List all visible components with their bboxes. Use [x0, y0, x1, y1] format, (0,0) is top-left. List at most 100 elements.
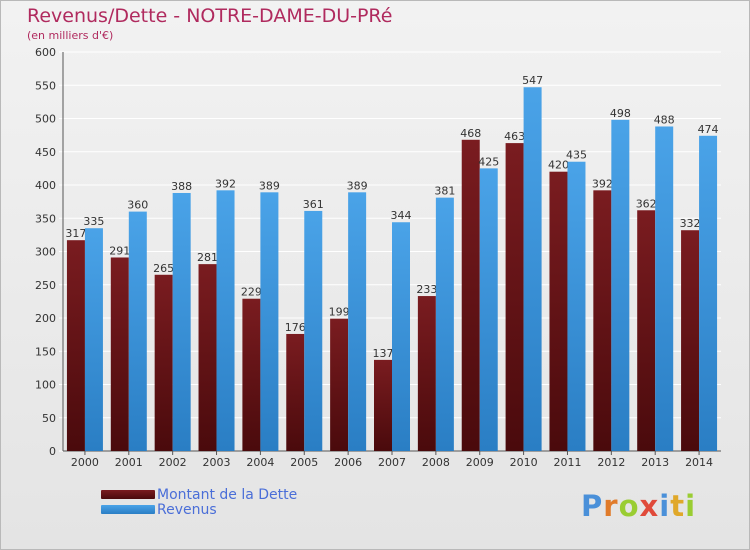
data-label-revenue: 360 — [127, 199, 148, 212]
y-tick-label: 400 — [35, 179, 56, 192]
data-label-debt: 265 — [153, 262, 174, 275]
data-label-debt: 229 — [241, 286, 262, 299]
bar-debt — [637, 210, 656, 451]
bar-debt — [154, 274, 173, 451]
data-label-revenue: 547 — [522, 74, 543, 87]
logo-letter: r — [603, 489, 619, 523]
data-label-debt: 362 — [636, 197, 657, 210]
data-label-revenue: 389 — [347, 179, 368, 192]
y-tick-label: 550 — [35, 79, 56, 92]
x-tick-label: 2005 — [290, 456, 318, 469]
x-tick-label: 2014 — [685, 456, 713, 469]
bar-revenue — [172, 192, 191, 452]
data-label-revenue: 389 — [259, 179, 280, 192]
data-label-revenue: 488 — [654, 113, 675, 126]
x-tick-label: 2001 — [115, 456, 143, 469]
bar-debt — [198, 264, 217, 451]
x-tick-label: 2009 — [466, 456, 494, 469]
bar-debt — [66, 240, 85, 451]
bar-revenue — [523, 87, 542, 452]
bar-debt — [374, 359, 392, 451]
data-label-revenue: 344 — [391, 209, 412, 222]
data-label-debt: 199 — [329, 306, 350, 319]
data-label-revenue: 335 — [83, 215, 104, 228]
bar-debt — [681, 230, 700, 451]
logo-letter: P — [581, 489, 604, 523]
y-tick-label: 150 — [35, 345, 56, 358]
data-label-revenue: 392 — [215, 177, 236, 190]
bar-debt — [593, 190, 612, 451]
logo-letter: o — [618, 489, 640, 523]
bar-debt — [110, 257, 129, 451]
y-tick-label: 250 — [35, 279, 56, 292]
bar-revenue — [260, 192, 279, 451]
bar-debt — [505, 143, 524, 452]
bar-debt — [461, 139, 480, 451]
logo-letter: i — [685, 489, 697, 523]
bar-revenue — [216, 190, 235, 451]
data-label-debt: 137 — [373, 347, 394, 360]
data-label-debt: 291 — [109, 244, 130, 257]
bar-revenue — [611, 119, 630, 451]
bar-revenue — [128, 211, 147, 451]
data-label-debt: 468 — [460, 127, 481, 140]
y-tick-label: 300 — [35, 246, 56, 259]
data-label-revenue: 381 — [434, 185, 455, 198]
bar-revenue — [479, 168, 498, 451]
data-label-debt: 463 — [504, 130, 525, 143]
data-label-revenue: 474 — [698, 123, 719, 136]
proxiti-logo: Proxiti — [581, 489, 696, 523]
data-label-debt: 281 — [197, 251, 218, 264]
data-label-revenue: 435 — [566, 149, 587, 162]
x-tick-label: 2012 — [597, 456, 625, 469]
data-label-debt: 332 — [680, 217, 701, 230]
legend: Montant de la Dette Revenus — [101, 486, 298, 518]
x-tick-label: 2003 — [203, 456, 231, 469]
y-tick-label: 0 — [49, 445, 56, 458]
bar-revenue — [392, 222, 410, 451]
data-label-debt: 420 — [548, 159, 569, 172]
x-tick-label: 2011 — [553, 456, 581, 469]
data-label-revenue: 388 — [171, 180, 192, 193]
y-tick-label: 500 — [35, 113, 56, 126]
chart-subtitle: (en milliers d'€) — [27, 29, 114, 42]
y-tick-label: 50 — [42, 412, 56, 425]
bar-debt — [549, 171, 568, 451]
logo-letter: x — [639, 489, 660, 523]
legend-label-debt: Montant de la Dette — [157, 486, 298, 503]
logo-letter: t — [670, 489, 686, 523]
logo-letter: i — [659, 489, 671, 523]
y-tick-label: 100 — [35, 379, 56, 392]
y-tick-label: 200 — [35, 312, 56, 325]
data-label-revenue: 425 — [478, 155, 499, 168]
data-label-debt: 317 — [65, 227, 86, 240]
bar-revenue — [655, 126, 674, 451]
x-tick-label: 2008 — [422, 456, 450, 469]
bar-debt — [330, 318, 349, 451]
bar-revenue — [84, 228, 103, 451]
legend-label-revenue: Revenus — [157, 501, 217, 518]
legend-item-revenue: Revenus — [101, 501, 297, 518]
y-tick-label: 450 — [35, 146, 56, 159]
x-tick-label: 2010 — [510, 456, 538, 469]
x-tick-label: 2013 — [641, 456, 669, 469]
y-tick-label: 350 — [35, 212, 56, 225]
legend-item-debt: Montant de la Dette — [101, 486, 298, 503]
bar-revenue — [304, 210, 323, 451]
x-tick-label: 2004 — [246, 456, 274, 469]
bar-revenue — [348, 192, 367, 451]
bar-debt — [286, 333, 305, 451]
x-tick-label: 2000 — [71, 456, 99, 469]
legend-swatch-revenue — [101, 505, 155, 514]
bar-revenue — [435, 197, 454, 451]
x-tick-label: 2007 — [378, 456, 406, 469]
x-tick-label: 2006 — [334, 456, 362, 469]
chart-title: Revenus/Dette - NOTRE-DAME-DU-PRé — [27, 5, 393, 27]
bar-debt — [242, 298, 261, 451]
bar-revenue — [699, 135, 718, 452]
x-tick-label: 2002 — [159, 456, 187, 469]
bar-debt — [417, 296, 436, 451]
legend-swatch-debt — [101, 490, 155, 499]
